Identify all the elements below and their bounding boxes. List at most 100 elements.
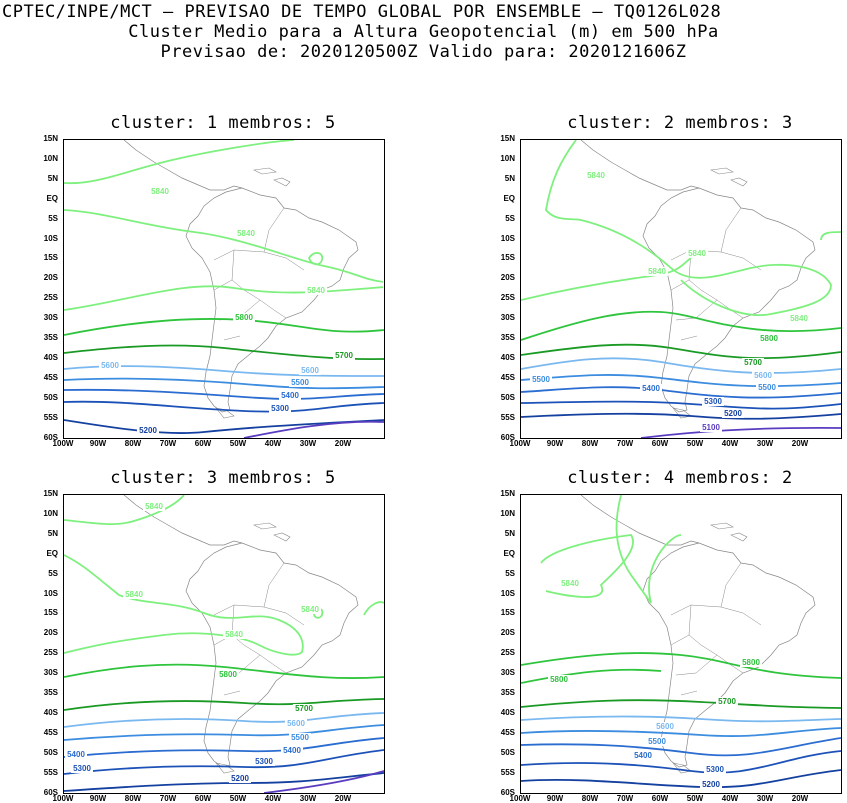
- contour-label: 5840: [151, 187, 169, 196]
- island-outline: [215, 522, 291, 774]
- lat-tick-label: 35S: [43, 333, 58, 342]
- contour-line: [64, 209, 384, 283]
- lon-tick-label: 30W: [299, 794, 317, 803]
- contour-line: [64, 317, 384, 336]
- contour-label-bg: [289, 378, 311, 387]
- contour-line: [263, 770, 384, 793]
- contour-label: 5400: [283, 746, 301, 755]
- contour-label-bg: [640, 384, 662, 393]
- contour-label-bg: [305, 286, 327, 295]
- lat-tick-label: EQ: [46, 548, 58, 558]
- panel-title: cluster: 2 membros: 3: [567, 113, 793, 133]
- contour-label: 5840: [561, 579, 579, 588]
- contour-label: 5200: [724, 409, 742, 418]
- contour-label: 5600: [656, 722, 674, 731]
- contour-label: 5800: [742, 658, 760, 667]
- header-line-2: Cluster Medio para a Altura Geopotencial…: [128, 22, 719, 42]
- lat-tick-label: 10S: [43, 588, 58, 598]
- contour-label-bg: [229, 774, 251, 783]
- contour-label-bg: [716, 697, 738, 706]
- lat-tick-label: 15S: [43, 608, 58, 618]
- contour-label: 5300: [73, 764, 91, 773]
- continent-outline: [185, 187, 359, 413]
- lat-tick-label: 5S: [48, 213, 58, 223]
- lat-tick-label: 20S: [500, 628, 515, 638]
- lat-tick-label: 10S: [43, 233, 58, 243]
- lat-tick-label: 45S: [43, 372, 58, 382]
- contour-line: [545, 140, 832, 316]
- lon-tick-label: 100W: [52, 794, 74, 803]
- lon-tick-label: 30W: [756, 794, 774, 803]
- contour-label: 5500: [648, 737, 666, 746]
- lat-tick-label: 30S: [43, 313, 58, 323]
- lat-tick-label: 40S: [43, 707, 58, 717]
- contour-line: [521, 715, 841, 723]
- contour-line: [64, 554, 304, 656]
- contour-label: 5400: [642, 384, 660, 393]
- lon-tick-label: 90W: [89, 439, 107, 448]
- map-canvas: 5840 5800 5800 5700 5600 5500 5400 5300 5200: [521, 495, 841, 789]
- central-america-outline: [123, 140, 243, 191]
- contour-line: [521, 412, 841, 420]
- contour-label-bg: [702, 397, 724, 406]
- contour-label: 5800: [550, 675, 568, 684]
- lat-tick-label: 50S: [500, 392, 515, 402]
- lat-tick-label: 10S: [500, 233, 515, 243]
- map-frame: 5840 5800 5800 5700 5600 5500 5400 5300 5200: [520, 494, 842, 794]
- contour-label: 5400: [67, 750, 85, 759]
- contour-label: 5600: [301, 366, 319, 375]
- contour-label: 5840: [225, 630, 243, 639]
- contour-line: [64, 285, 384, 311]
- contour-label: 5600: [287, 719, 305, 728]
- lat-tick-label: 45S: [500, 727, 515, 737]
- lon-tick-label: 60W: [194, 794, 212, 803]
- lon-tick-label: 50W: [229, 794, 247, 803]
- contour-label-bg: [788, 314, 810, 323]
- contour-label-bg: [530, 375, 552, 384]
- contour-label-bg: [143, 502, 165, 511]
- contour-line: [521, 750, 841, 774]
- contour-line: [521, 400, 841, 410]
- lat-tick-label: 55S: [500, 767, 515, 777]
- contour-label-bg: [123, 590, 145, 599]
- lon-tick-label: 50W: [686, 439, 704, 448]
- lon-tick-label: 90W: [546, 794, 564, 803]
- lat-tick-label: 20S: [43, 628, 58, 638]
- lat-tick-label: 15N: [500, 134, 515, 143]
- contour-label-bg: [740, 658, 762, 667]
- lat-tick-label: 50S: [43, 747, 58, 757]
- lon-tick-label: 20W: [334, 794, 352, 803]
- lat-tick-label: 25S: [500, 648, 515, 658]
- contour-line: [521, 257, 692, 301]
- header-line-1: CPTEC/INPE/MCT – PREVISAO DE TEMPO GLOBA…: [2, 2, 722, 22]
- contour-label-bg: [632, 751, 654, 760]
- contour-label-bg: [253, 757, 275, 766]
- contour-label-bg: [654, 722, 676, 731]
- country-borders: [213, 207, 305, 341]
- contour-label-bg: [756, 383, 778, 392]
- contour-line: [64, 377, 384, 390]
- lat-tick-label: EQ: [46, 193, 58, 203]
- lon-tick-label: 80W: [581, 439, 599, 448]
- contour-label: 5200: [231, 774, 249, 783]
- map-canvas: 5840 5840 5840 5840 5800 5700 5600 5500 5400 5400…: [64, 495, 384, 793]
- lat-tick-label: 30S: [43, 668, 58, 678]
- header-line-3: Previsao de: 2020120500Z Valido para: 20…: [160, 42, 687, 62]
- lon-tick-label: 50W: [686, 794, 704, 803]
- contour-label: 5600: [754, 371, 772, 380]
- contour-label: 5200: [139, 426, 157, 435]
- lat-tick-label: 60S: [43, 432, 58, 442]
- lat-tick-label: 10N: [500, 153, 515, 163]
- contour-label-bg: [686, 249, 708, 258]
- contour-line: [640, 426, 841, 438]
- lon-tick-label: 70W: [616, 794, 634, 803]
- lon-tick-label: 40W: [721, 794, 739, 803]
- lat-tick-label: 5N: [504, 528, 515, 538]
- contour-label-bg: [722, 409, 744, 418]
- lon-tick-label: 40W: [264, 439, 282, 448]
- lat-tick-label: 40S: [43, 352, 58, 362]
- lat-tick-label: 40S: [500, 352, 515, 362]
- lat-tick-label: 5N: [47, 528, 58, 538]
- lon-tick-label: 70W: [159, 794, 177, 803]
- lat-tick-label: 40S: [500, 707, 515, 717]
